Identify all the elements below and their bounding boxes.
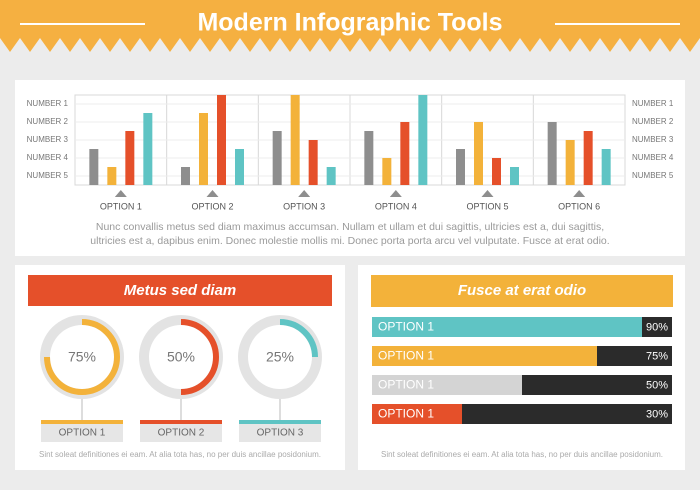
x-tick-label: OPTION 3 bbox=[283, 201, 325, 211]
donut-arc bbox=[279, 319, 318, 358]
marker bbox=[481, 190, 494, 197]
category-label: OPTION 2 bbox=[158, 428, 205, 439]
y-tick-label: NUMBER 3 bbox=[27, 135, 69, 144]
x-tick-label: OPTION 5 bbox=[466, 201, 508, 211]
bar bbox=[217, 95, 226, 185]
category-label: OPTION 1 bbox=[378, 320, 434, 334]
bar bbox=[492, 158, 501, 185]
bar bbox=[181, 167, 190, 185]
panel-title: Fusce at erat odio bbox=[458, 282, 586, 299]
label-box bbox=[140, 420, 222, 442]
bar bbox=[272, 131, 282, 185]
bar bbox=[199, 113, 208, 185]
bar bbox=[601, 149, 611, 185]
bar bbox=[400, 122, 410, 185]
page-title: Modern Infographic Tools bbox=[197, 9, 502, 37]
category-label: OPTION 3 bbox=[257, 428, 304, 439]
bar bbox=[125, 131, 135, 185]
y-tick-label: NUMBER 4 bbox=[632, 153, 674, 162]
bar bbox=[565, 140, 575, 185]
footnote: Sint soleat definitiones ei eam. At alia… bbox=[39, 450, 321, 459]
y-tick-label: NUMBER 3 bbox=[632, 135, 674, 144]
marker bbox=[206, 190, 219, 197]
bar bbox=[143, 113, 153, 185]
donut-label: 75% bbox=[68, 349, 96, 365]
bar bbox=[364, 131, 374, 185]
bar bbox=[418, 95, 428, 185]
y-tick-label: NUMBER 2 bbox=[27, 117, 69, 126]
label-strip bbox=[239, 420, 321, 424]
marker bbox=[114, 190, 127, 197]
label-box bbox=[239, 420, 321, 442]
footnote: Sint soleat definitiones ei eam. At alia… bbox=[381, 450, 663, 459]
category-label: OPTION 1 bbox=[378, 349, 434, 363]
category-label: OPTION 1 bbox=[378, 407, 434, 421]
value-label: 90% bbox=[646, 321, 668, 333]
label-strip bbox=[140, 420, 222, 424]
bar bbox=[510, 167, 519, 185]
panel-title: Metus sed diam bbox=[124, 282, 237, 299]
bar bbox=[235, 149, 244, 185]
bar bbox=[456, 149, 465, 185]
category-label: OPTION 1 bbox=[59, 428, 106, 439]
bar bbox=[89, 149, 99, 185]
bar bbox=[308, 140, 318, 185]
donut-hole bbox=[149, 325, 213, 389]
donut-arc bbox=[44, 319, 120, 395]
donut-label: 25% bbox=[266, 349, 294, 365]
bar bbox=[547, 122, 557, 185]
y-tick-label: NUMBER 1 bbox=[27, 99, 69, 108]
donut-hole bbox=[248, 325, 312, 389]
progress-bar bbox=[372, 375, 522, 395]
panel-banner bbox=[28, 275, 332, 306]
label-box bbox=[41, 420, 123, 442]
x-tick-label: OPTION 2 bbox=[191, 201, 233, 211]
y-tick-label: NUMBER 2 bbox=[632, 117, 674, 126]
bar bbox=[107, 167, 117, 185]
donut-hole bbox=[50, 325, 114, 389]
value-label: 50% bbox=[646, 379, 668, 391]
progress-bar bbox=[372, 317, 642, 337]
y-tick-label: NUMBER 5 bbox=[27, 171, 69, 180]
header-band bbox=[0, 0, 700, 52]
bar bbox=[326, 167, 336, 185]
label-strip bbox=[41, 420, 123, 424]
bar bbox=[290, 95, 300, 185]
marker bbox=[298, 190, 311, 197]
x-tick-label: OPTION 4 bbox=[375, 201, 417, 211]
x-tick-label: OPTION 1 bbox=[100, 201, 142, 211]
bar bbox=[474, 122, 483, 185]
bar bbox=[583, 131, 593, 185]
note: ultricies est a, dapibus enim. Donec mol… bbox=[90, 235, 609, 247]
x-tick-label: OPTION 6 bbox=[558, 201, 600, 211]
donut-label: 50% bbox=[167, 349, 195, 365]
category-label: OPTION 1 bbox=[378, 378, 434, 392]
progress-bar bbox=[372, 346, 597, 366]
value-label: 75% bbox=[646, 350, 668, 362]
donut-arc bbox=[180, 319, 219, 395]
marker bbox=[389, 190, 402, 197]
y-tick-label: NUMBER 5 bbox=[632, 171, 674, 180]
value-label: 30% bbox=[646, 408, 668, 420]
panel-banner bbox=[371, 275, 673, 307]
y-tick-label: NUMBER 4 bbox=[27, 153, 69, 162]
progress-bar bbox=[372, 404, 462, 424]
bar bbox=[382, 158, 392, 185]
note: Nunc convallis metus sed diam maximus ac… bbox=[96, 221, 604, 233]
y-tick-label: NUMBER 1 bbox=[632, 99, 674, 108]
marker bbox=[573, 190, 586, 197]
